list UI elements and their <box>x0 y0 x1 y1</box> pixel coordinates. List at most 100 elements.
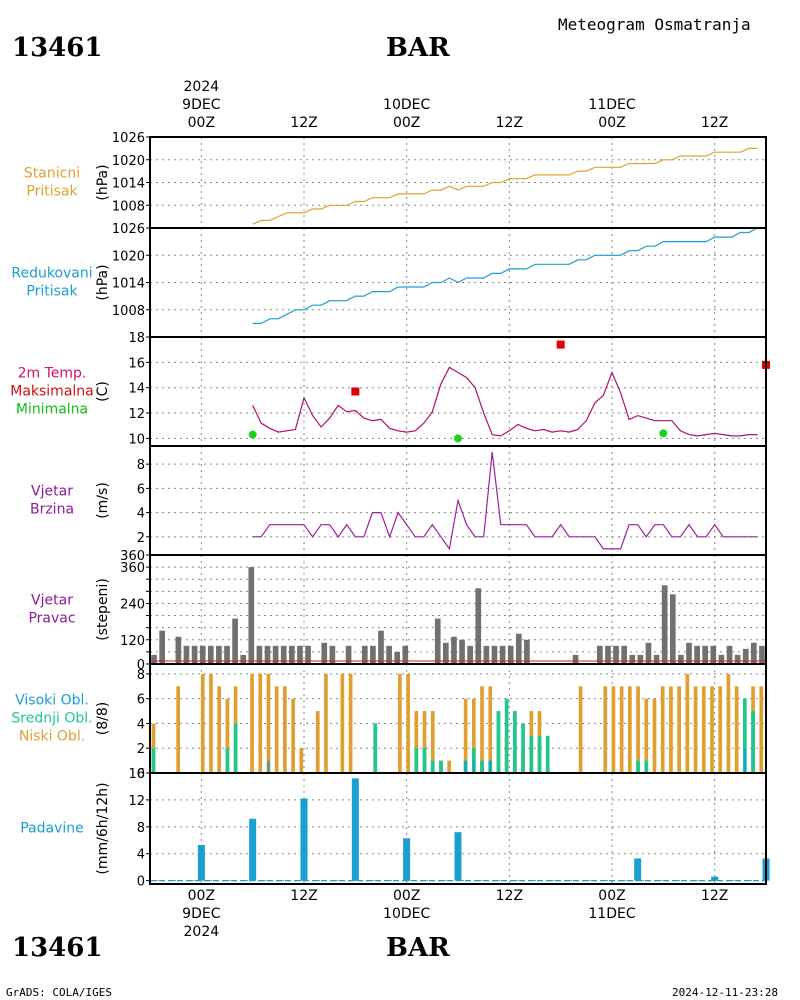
panel-label: Pravac <box>28 611 75 627</box>
direction-bar <box>459 639 465 664</box>
time-label-day: 9DEC <box>182 97 221 113</box>
time-label-year: 2024 <box>184 79 220 95</box>
mid-cloud-bar <box>439 760 443 773</box>
direction-bar <box>175 636 182 664</box>
direction-bar <box>751 642 757 664</box>
low-cloud-bar <box>406 673 410 773</box>
time-label-hour: 12Z <box>290 888 317 904</box>
direction-bar <box>702 645 709 664</box>
low-cloud-bar <box>471 698 476 773</box>
series-line <box>252 452 758 551</box>
low-cloud-bar <box>693 686 698 773</box>
low-cloud-bar <box>628 686 632 773</box>
min-temp-marker <box>659 429 668 438</box>
direction-bar <box>394 651 401 664</box>
y-tick-label: 12 <box>128 407 145 422</box>
direction-bar <box>451 636 457 664</box>
y-tick-label: 1026 <box>112 222 145 237</box>
direction-bar <box>378 630 384 664</box>
low-cloud-bar <box>258 673 263 773</box>
panel-label: Minimalna <box>16 402 88 418</box>
max-temp-marker <box>556 340 565 349</box>
direction-bar <box>661 585 668 664</box>
panel-label: Brzina <box>30 502 74 518</box>
low-cloud-bar <box>291 698 295 773</box>
direction-bar <box>402 645 409 664</box>
direction-bar <box>572 654 579 664</box>
y-axis-unit: (stepeni) <box>95 578 111 641</box>
panel-label: Vjetar <box>31 593 73 609</box>
precip-bar <box>197 844 205 881</box>
direction-bar <box>475 588 482 664</box>
direction-bar <box>191 645 198 664</box>
low-cloud-bar <box>611 686 616 773</box>
mid-cloud-bar <box>496 711 501 773</box>
low-cloud-bar <box>480 686 484 773</box>
low-cloud-bar <box>677 686 681 773</box>
time-label-hour: 00Z <box>598 115 625 131</box>
low-cloud-bar <box>636 686 640 773</box>
low-cloud-bar <box>340 673 345 773</box>
panel-label: 2m Temp. <box>18 366 87 382</box>
panel-label: Pritisak <box>26 284 78 300</box>
y-tick-label: 360 <box>120 549 145 564</box>
direction-bar <box>443 642 449 664</box>
panel-4: 2 4 6 8 (m/s) Vjetar Brzina <box>30 445 767 556</box>
time-label-day: 11DEC <box>588 906 635 922</box>
direction-bar <box>280 645 287 664</box>
time-label-hour: 12Z <box>290 115 317 131</box>
min-temp-marker <box>454 434 462 443</box>
y-tick-label: 2 <box>137 531 145 546</box>
panel-frame <box>149 663 767 774</box>
direction-bar <box>256 645 263 664</box>
low-cloud-bar <box>414 711 419 773</box>
time-label-hour: 12Z <box>496 888 523 904</box>
low-cloud-bar <box>726 673 731 773</box>
low-cloud-bar <box>447 760 452 773</box>
y-tick-label: 12 <box>128 794 145 809</box>
direction-bar <box>345 645 352 664</box>
timestamp-text: 2024-12-11-23:28 <box>672 986 778 999</box>
direction-bar <box>491 645 498 664</box>
direction-bar <box>686 642 692 664</box>
direction-bar <box>718 654 725 664</box>
low-cloud-bar <box>644 698 649 773</box>
time-label-day: 10DEC <box>383 97 430 113</box>
y-tick-label: 2 <box>137 742 145 757</box>
low-cloud-bar <box>488 686 493 773</box>
low-cloud-bar <box>209 673 213 773</box>
series-line <box>252 227 758 324</box>
panel-1: 1008 1014 1020 1026 (hPa) Stanicni Pritisak <box>24 131 767 229</box>
direction-bar <box>207 645 214 664</box>
direction-bar <box>216 645 222 664</box>
direction-bar <box>605 645 611 664</box>
direction-bar <box>321 642 328 664</box>
direction-bar <box>742 648 749 664</box>
y-axis-unit: (8/8) <box>95 702 111 735</box>
time-label-hour: 12Z <box>701 888 728 904</box>
low-cloud-bar <box>299 748 304 773</box>
low-cloud-bar <box>430 711 435 773</box>
direction-bar <box>637 654 644 664</box>
min-temp-marker <box>248 430 257 439</box>
time-label-hour: 00Z <box>393 115 420 131</box>
precip-bar <box>454 832 462 881</box>
mid-cloud-bar <box>430 760 435 773</box>
low-cloud-bar <box>274 686 279 773</box>
direction-bar <box>305 645 311 664</box>
y-tick-label: 0 <box>137 875 145 890</box>
panel-label: Vjetar <box>31 484 73 500</box>
time-label-hour: 12Z <box>701 115 728 131</box>
low-cloud-bar <box>701 686 706 773</box>
y-tick-label: 4 <box>137 717 145 732</box>
low-cloud-bar <box>652 698 657 773</box>
time-label-hour: 00Z <box>188 115 215 131</box>
direction-bar <box>386 645 392 664</box>
high-cloud-bar <box>267 760 270 773</box>
y-axis-unit: (m/s) <box>95 482 111 519</box>
y-tick-label: 6 <box>137 482 145 497</box>
direction-bar <box>183 645 190 664</box>
y-tick-label: 16 <box>128 767 145 782</box>
y-tick-label: 4 <box>137 848 145 863</box>
